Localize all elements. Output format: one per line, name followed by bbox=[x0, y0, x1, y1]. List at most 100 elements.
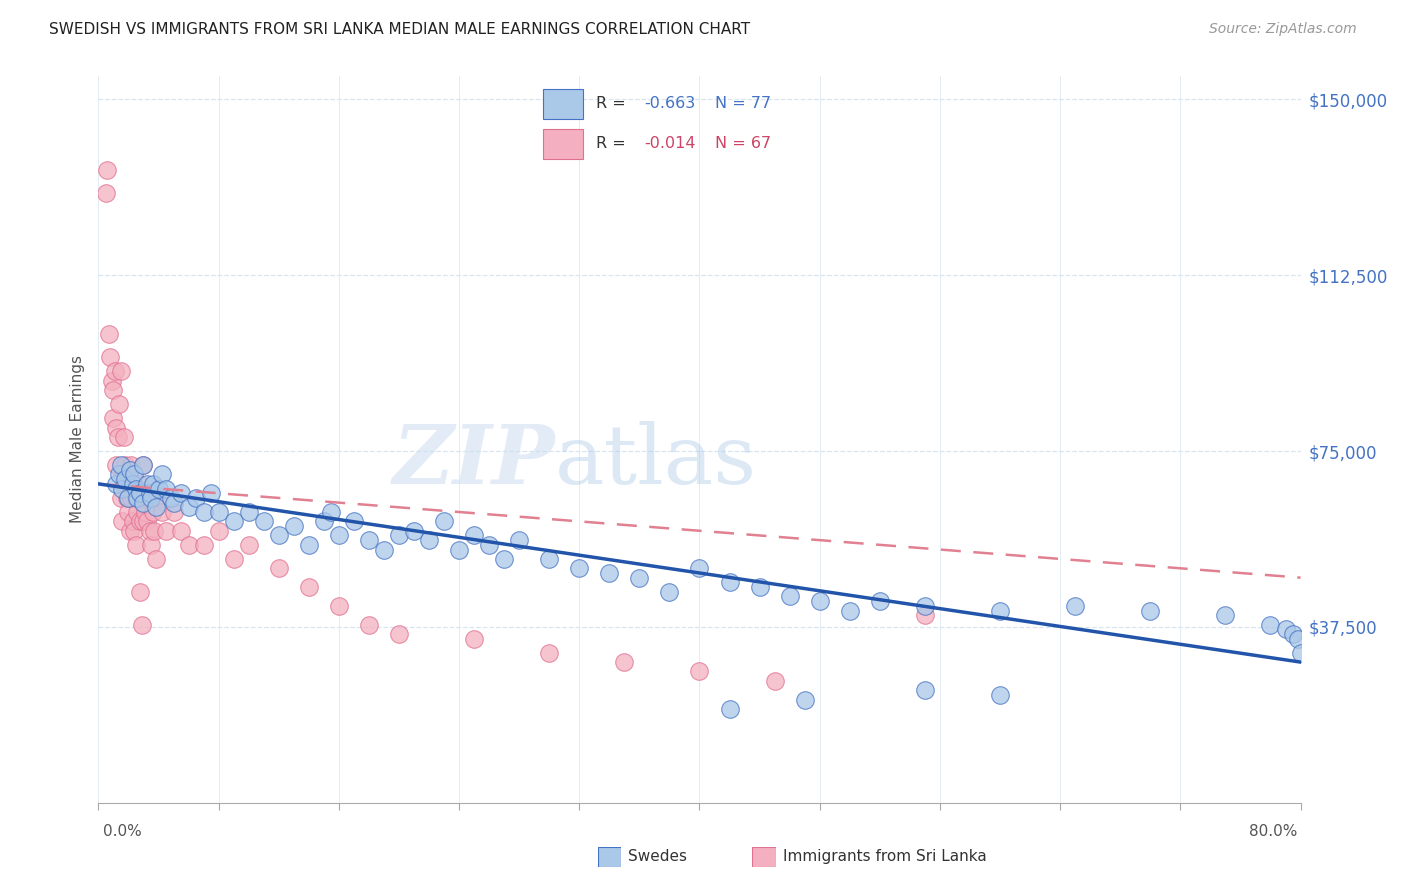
Point bbox=[135, 476, 157, 491]
Point bbox=[1215, 608, 1237, 623]
Point bbox=[808, 594, 831, 608]
Point bbox=[125, 482, 148, 496]
Point bbox=[108, 397, 131, 411]
Text: atlas: atlas bbox=[555, 421, 758, 501]
Point bbox=[127, 491, 149, 505]
Text: ZIP: ZIP bbox=[392, 421, 555, 501]
Point bbox=[105, 420, 128, 434]
Point bbox=[267, 561, 290, 575]
Point bbox=[222, 515, 245, 529]
Point bbox=[463, 528, 485, 542]
Point bbox=[162, 505, 184, 519]
Point bbox=[193, 538, 215, 552]
Point bbox=[1282, 627, 1305, 641]
Point bbox=[508, 533, 530, 548]
Point bbox=[117, 491, 139, 505]
Point bbox=[110, 458, 132, 472]
Point bbox=[118, 476, 141, 491]
Point bbox=[988, 603, 1011, 617]
Point bbox=[914, 599, 936, 613]
Point bbox=[538, 646, 561, 660]
Point bbox=[447, 542, 470, 557]
Point bbox=[124, 467, 146, 482]
Point bbox=[1139, 603, 1161, 617]
Point bbox=[141, 505, 163, 519]
Text: SWEDISH VS IMMIGRANTS FROM SRI LANKA MEDIAN MALE EARNINGS CORRELATION CHART: SWEDISH VS IMMIGRANTS FROM SRI LANKA MED… bbox=[49, 22, 751, 37]
Point bbox=[568, 561, 591, 575]
Point bbox=[124, 524, 146, 538]
Point bbox=[373, 542, 395, 557]
Point bbox=[107, 430, 129, 444]
Text: 80.0%: 80.0% bbox=[1250, 824, 1298, 839]
Point bbox=[125, 538, 148, 552]
Point bbox=[838, 603, 860, 617]
Point bbox=[357, 617, 380, 632]
Point bbox=[748, 580, 770, 594]
Point bbox=[433, 515, 456, 529]
Point bbox=[208, 505, 231, 519]
Point bbox=[132, 491, 155, 505]
Point bbox=[914, 683, 936, 698]
Point bbox=[598, 566, 620, 580]
Point bbox=[104, 364, 127, 378]
Point bbox=[494, 552, 516, 566]
Text: Immigrants from Sri Lanka: Immigrants from Sri Lanka bbox=[783, 849, 987, 863]
Point bbox=[127, 505, 149, 519]
Point bbox=[1289, 646, 1312, 660]
Y-axis label: Median Male Earnings: Median Male Earnings bbox=[69, 355, 84, 524]
Text: Source: ZipAtlas.com: Source: ZipAtlas.com bbox=[1209, 22, 1357, 37]
Point bbox=[111, 515, 134, 529]
Point bbox=[222, 552, 245, 566]
Point bbox=[138, 486, 160, 500]
Point bbox=[688, 561, 710, 575]
Point bbox=[145, 500, 167, 515]
Point bbox=[103, 411, 125, 425]
Point bbox=[388, 528, 411, 542]
Point bbox=[193, 505, 215, 519]
Point bbox=[145, 552, 167, 566]
Point bbox=[121, 491, 143, 505]
Point bbox=[100, 350, 122, 364]
Point bbox=[298, 580, 321, 594]
Point bbox=[1260, 617, 1282, 632]
Point bbox=[298, 538, 321, 552]
Point bbox=[718, 575, 741, 590]
Point bbox=[328, 599, 350, 613]
Point bbox=[914, 608, 936, 623]
Point bbox=[283, 519, 305, 533]
Point bbox=[108, 467, 131, 482]
Point bbox=[170, 486, 193, 500]
Point bbox=[135, 515, 157, 529]
Point bbox=[132, 458, 155, 472]
Point bbox=[136, 491, 159, 505]
Point bbox=[793, 692, 815, 706]
Point bbox=[114, 458, 136, 472]
Point bbox=[150, 505, 173, 519]
Point bbox=[125, 491, 148, 505]
Point bbox=[148, 482, 170, 496]
Point bbox=[628, 571, 651, 585]
Point bbox=[103, 383, 125, 397]
Point bbox=[139, 538, 162, 552]
Point bbox=[343, 515, 366, 529]
Point bbox=[200, 486, 222, 500]
Point bbox=[132, 495, 155, 509]
Point bbox=[177, 538, 200, 552]
Point bbox=[131, 617, 153, 632]
Point bbox=[111, 482, 134, 496]
Text: Swedes: Swedes bbox=[628, 849, 688, 863]
Point bbox=[688, 665, 710, 679]
Point bbox=[988, 688, 1011, 702]
Point bbox=[114, 476, 136, 491]
Point bbox=[869, 594, 891, 608]
Point bbox=[101, 374, 124, 388]
Point bbox=[267, 528, 290, 542]
Point bbox=[238, 505, 260, 519]
Point bbox=[1064, 599, 1087, 613]
Point bbox=[177, 500, 200, 515]
Point bbox=[208, 524, 231, 538]
Point bbox=[184, 491, 207, 505]
Point bbox=[111, 467, 134, 482]
Point bbox=[129, 515, 152, 529]
Text: 0.0%: 0.0% bbox=[103, 824, 142, 839]
